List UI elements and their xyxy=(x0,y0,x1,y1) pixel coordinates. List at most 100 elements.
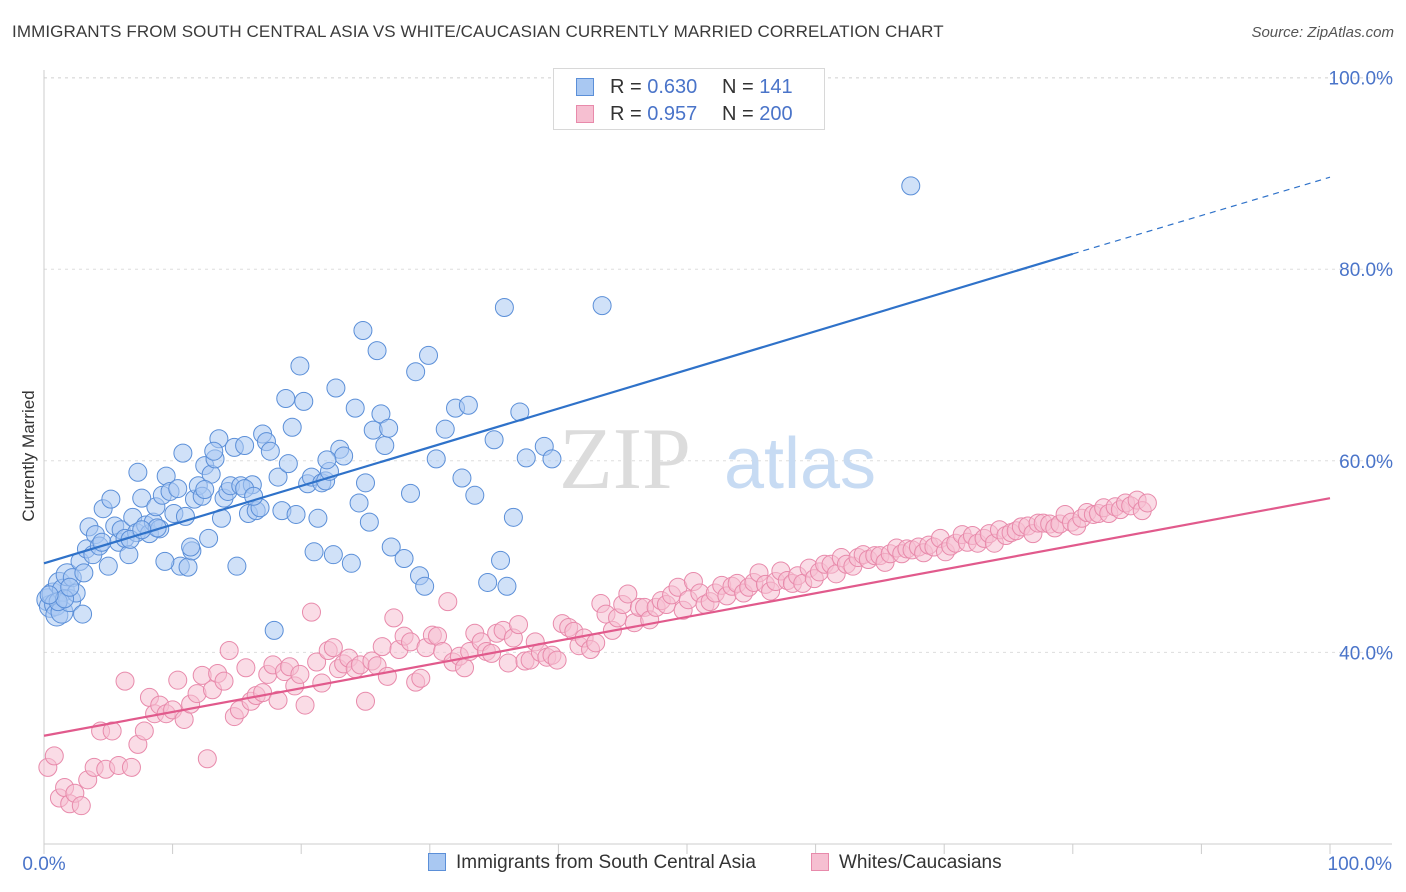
x-tick-label: 0.0% xyxy=(22,854,65,875)
point-pink xyxy=(295,695,315,715)
point-blue xyxy=(132,488,152,508)
blue-swatch xyxy=(576,78,594,96)
pink-swatch xyxy=(811,853,829,871)
point-blue xyxy=(901,176,921,196)
series-legend: Immigrants from South Central Asia White… xyxy=(0,852,1406,878)
point-pink xyxy=(372,637,392,657)
point-blue xyxy=(592,296,612,316)
point-blue xyxy=(345,398,365,418)
r-label: R = xyxy=(610,103,642,125)
point-blue xyxy=(175,506,195,526)
point-blue xyxy=(60,577,80,597)
legend-label: Immigrants from South Central Asia xyxy=(456,852,756,873)
point-pink xyxy=(44,746,64,766)
stats-legend-row-blue: R = 0.630 N = 141 xyxy=(554,75,824,101)
n-value: 200 xyxy=(759,103,793,125)
point-pink xyxy=(618,584,638,604)
point-pink xyxy=(307,652,327,672)
point-pink xyxy=(236,658,256,678)
point-blue xyxy=(494,298,514,318)
point-blue xyxy=(356,473,375,493)
point-pink xyxy=(219,640,239,660)
trendline-blue-extension xyxy=(1072,176,1331,255)
trendline-blue xyxy=(43,252,1074,565)
point-blue xyxy=(435,419,455,439)
point-blue xyxy=(195,480,215,500)
point-blue xyxy=(178,557,198,577)
point-blue xyxy=(317,450,337,470)
pink-swatch xyxy=(576,105,594,123)
point-pink xyxy=(301,602,321,622)
point-pink xyxy=(356,691,375,711)
n-label: N = xyxy=(722,103,754,125)
point-blue xyxy=(503,507,523,527)
point-blue xyxy=(227,556,247,576)
x-tick-label: 100.0% xyxy=(1328,854,1393,875)
point-blue xyxy=(341,553,361,573)
point-pink xyxy=(323,638,343,658)
point-blue xyxy=(73,604,93,624)
r-label: R = xyxy=(610,76,642,98)
point-blue xyxy=(542,449,562,469)
point-blue xyxy=(465,485,485,505)
point-blue xyxy=(452,468,472,488)
point-blue xyxy=(268,467,288,487)
point-blue xyxy=(278,454,298,474)
point-pink xyxy=(498,653,518,673)
trendline-pink xyxy=(43,497,1331,737)
point-blue xyxy=(276,389,296,409)
point-blue xyxy=(349,493,369,513)
point-blue xyxy=(426,449,446,469)
point-blue xyxy=(419,345,439,365)
chart-title: IMMIGRANTS FROM SOUTH CENTRAL ASIA VS WH… xyxy=(12,22,944,41)
point-blue xyxy=(98,556,118,576)
point-blue xyxy=(282,417,302,437)
point-blue xyxy=(199,528,219,548)
point-pink xyxy=(455,658,475,678)
point-pink xyxy=(290,664,310,684)
point-blue xyxy=(406,362,426,382)
point-blue xyxy=(181,537,201,557)
point-pink xyxy=(102,721,122,741)
point-blue xyxy=(401,483,421,503)
point-blue xyxy=(304,542,324,562)
stats-legend-row-pink: R = 0.957 N = 200 xyxy=(554,102,824,128)
point-blue xyxy=(294,391,314,411)
point-pink xyxy=(134,721,154,741)
point-blue xyxy=(334,446,354,466)
r-value: 0.957 xyxy=(647,103,698,125)
point-blue xyxy=(458,395,478,415)
point-pink xyxy=(1137,493,1157,513)
r-value: 0.630 xyxy=(647,76,698,98)
point-blue xyxy=(74,563,94,583)
point-blue xyxy=(323,545,343,565)
point-pink xyxy=(438,592,458,612)
point-blue xyxy=(173,443,193,463)
point-pink xyxy=(384,608,404,628)
point-blue xyxy=(308,508,328,528)
point-pink xyxy=(168,670,188,690)
point-blue xyxy=(497,576,517,596)
point-pink xyxy=(411,668,431,688)
point-blue xyxy=(235,435,255,455)
y-tick-label: 80.0% xyxy=(1339,260,1393,281)
point-pink xyxy=(509,615,529,635)
point-pink xyxy=(115,671,135,691)
point-blue xyxy=(415,576,435,596)
point-blue xyxy=(264,620,284,640)
point-blue xyxy=(128,462,148,482)
point-blue xyxy=(367,341,387,361)
point-blue xyxy=(359,512,379,532)
legend-label: Whites/Caucasians xyxy=(839,852,1002,873)
point-blue xyxy=(379,418,399,438)
point-blue xyxy=(478,572,498,592)
point-blue xyxy=(516,448,536,468)
y-tick-label: 40.0% xyxy=(1339,643,1393,664)
point-blue xyxy=(168,479,188,499)
point-pink xyxy=(121,757,141,777)
y-tick-label: 60.0% xyxy=(1339,452,1393,473)
point-blue xyxy=(39,585,59,605)
watermark-atlas: atlas xyxy=(724,424,876,504)
blue-swatch xyxy=(428,853,446,871)
